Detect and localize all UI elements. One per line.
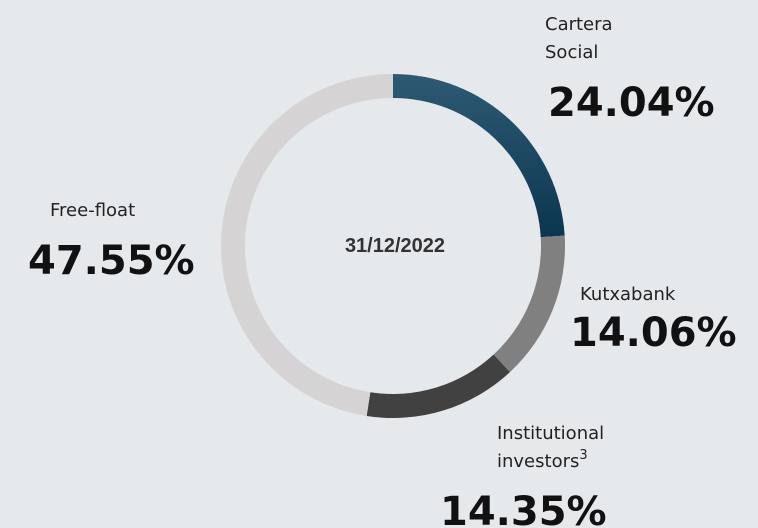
donut-slice	[221, 74, 393, 416]
value-label: 14.06%	[570, 310, 737, 356]
donut-slice	[493, 235, 565, 373]
value-label: 47.55%	[28, 238, 195, 284]
category-label: Cartera Social	[545, 14, 613, 63]
category-label: Kutxabank	[580, 284, 676, 305]
value-label: 14.35%	[440, 489, 607, 528]
category-label: Institutional investors3	[497, 423, 604, 472]
center-label: 31/12/2022	[345, 235, 445, 257]
footnote-mark: 3	[579, 448, 587, 463]
category-label: Free-float	[50, 200, 135, 221]
donut-slice	[393, 74, 565, 238]
value-label: 24.04%	[548, 80, 715, 126]
donut-slice	[366, 354, 510, 418]
